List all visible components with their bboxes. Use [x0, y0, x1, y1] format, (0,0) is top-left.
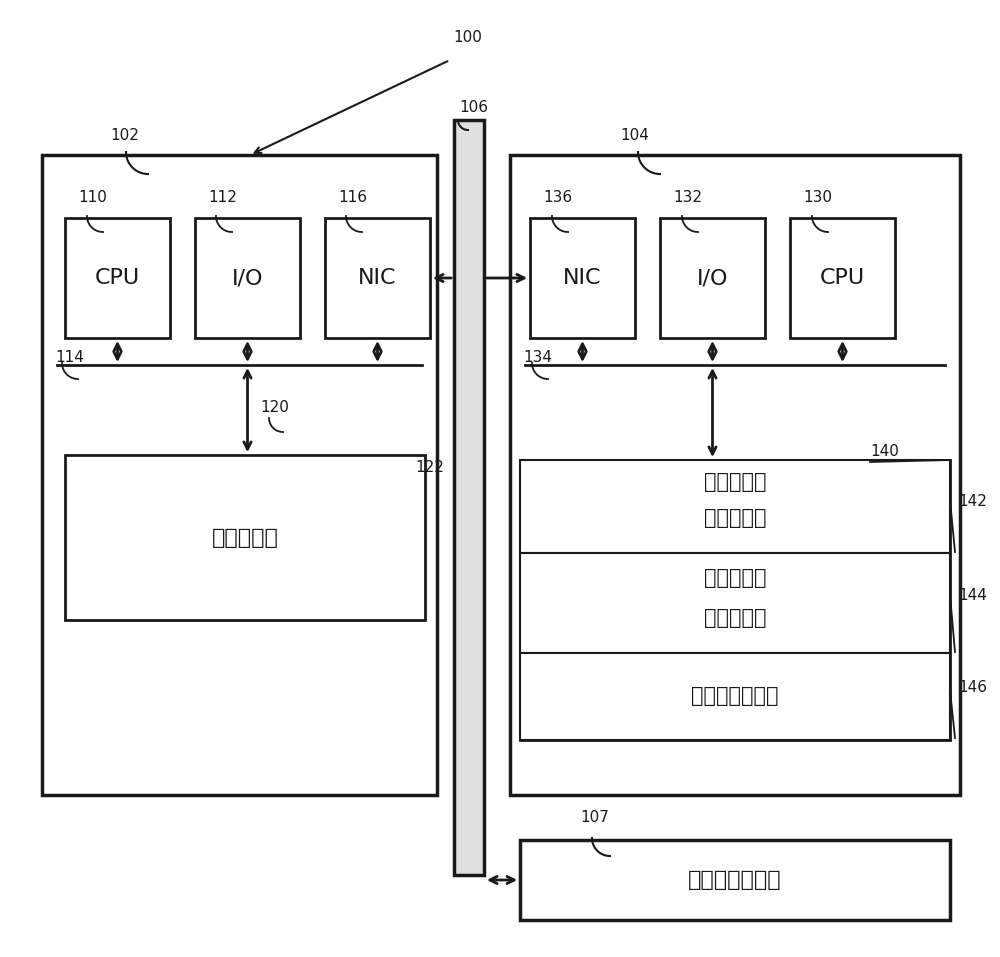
Text: 100: 100	[454, 31, 482, 46]
Bar	[510, 155, 960, 795]
Text: 146: 146	[958, 680, 987, 696]
Bar	[520, 840, 950, 920]
Text: 130: 130	[803, 190, 832, 206]
Text: 132: 132	[673, 190, 702, 206]
Text: 140: 140	[870, 444, 899, 459]
Text: 122: 122	[415, 460, 444, 476]
Text: 134: 134	[523, 349, 552, 365]
Text: 144: 144	[958, 588, 987, 603]
Text: 110: 110	[78, 190, 107, 206]
Text: 102: 102	[110, 127, 139, 143]
Text: 新的刺激处理器: 新的刺激处理器	[691, 686, 779, 706]
Text: CPU: CPU	[820, 268, 865, 288]
Bar	[65, 455, 425, 620]
Text: 142: 142	[958, 495, 987, 509]
Text: 图谱生成器: 图谱生成器	[704, 508, 766, 528]
Bar	[530, 218, 635, 338]
Bar	[520, 553, 950, 653]
Text: NIC: NIC	[563, 268, 602, 288]
Bar	[790, 218, 895, 338]
Text: 104: 104	[620, 127, 649, 143]
Bar	[660, 218, 765, 338]
Text: 脑特征活动: 脑特征活动	[704, 472, 766, 492]
Text: 116: 116	[338, 190, 367, 206]
Text: CPU: CPU	[95, 268, 140, 288]
Bar	[520, 653, 950, 740]
Text: 图谱数据库: 图谱数据库	[704, 608, 766, 628]
Bar	[195, 218, 300, 338]
Bar	[42, 155, 437, 795]
Text: 107: 107	[580, 811, 609, 826]
Text: 106: 106	[459, 100, 488, 116]
Text: 114: 114	[55, 349, 84, 365]
Text: 136: 136	[543, 190, 572, 206]
Bar	[520, 460, 950, 553]
Text: 客户端应用: 客户端应用	[212, 527, 278, 547]
Text: 112: 112	[208, 190, 237, 206]
Bar	[520, 460, 950, 740]
Text: 脑特征活动: 脑特征活动	[704, 568, 766, 588]
Text: 脑活动测量装置: 脑活动测量装置	[688, 870, 782, 890]
Text: 120: 120	[260, 400, 289, 415]
Bar	[325, 218, 430, 338]
Bar	[65, 218, 170, 338]
Text: I/O: I/O	[697, 268, 728, 288]
Bar	[454, 120, 484, 875]
Text: I/O: I/O	[232, 268, 263, 288]
Text: NIC: NIC	[358, 268, 397, 288]
